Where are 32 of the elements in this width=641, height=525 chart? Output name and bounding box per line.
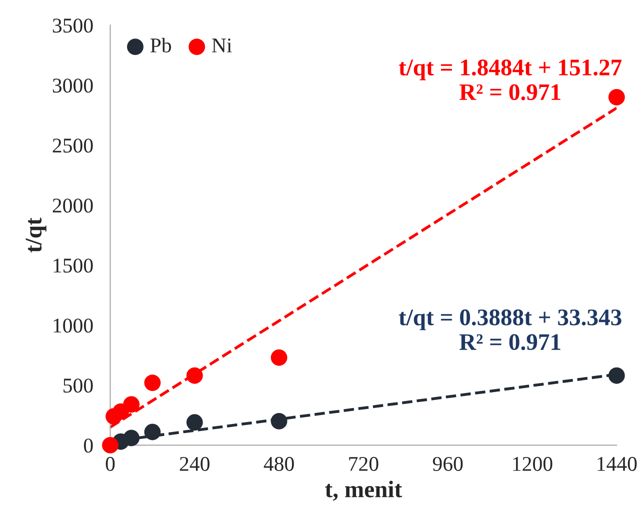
y-tick-label: 500 xyxy=(64,378,93,393)
y-tick-label: 1000 xyxy=(54,318,93,333)
legend-label: Ni xyxy=(212,38,232,52)
y-tick-label: 0 xyxy=(84,438,93,453)
x-tick-label: 960 xyxy=(432,456,463,471)
x-tick-label: 720 xyxy=(349,456,378,471)
point xyxy=(123,396,140,413)
x-tick-label: 480 xyxy=(264,456,294,471)
point xyxy=(186,367,203,384)
point xyxy=(270,349,288,366)
point xyxy=(102,436,118,454)
point xyxy=(123,430,140,446)
x-axis-title: t, menit xyxy=(325,480,402,501)
y-tick-label: 3500 xyxy=(52,18,93,33)
x-tick-label: 1200 xyxy=(513,456,552,471)
point xyxy=(186,414,203,431)
point xyxy=(608,367,625,384)
y-tick-label: 3000 xyxy=(52,78,93,93)
x-tick-label: 0 xyxy=(106,456,115,471)
point xyxy=(144,424,161,440)
point xyxy=(608,88,625,106)
y-tick-label: 2000 xyxy=(52,198,93,213)
point xyxy=(144,374,161,392)
point xyxy=(270,412,288,430)
x-tick-label: 1440 xyxy=(598,456,637,471)
x-tick-label: 240 xyxy=(180,456,210,471)
annotation: t/qt = 1.8484t + 151.27 R² = 0.971 xyxy=(398,60,622,100)
y-tick-label: 1500 xyxy=(54,258,93,273)
annotation: t/qt = 0.3888t + 33.343 R² = 0.971 xyxy=(398,309,622,350)
y-tick-label: 2500 xyxy=(52,138,93,153)
legend-label: Pb xyxy=(150,38,172,52)
y-axis-title: t/qt xyxy=(26,218,46,253)
